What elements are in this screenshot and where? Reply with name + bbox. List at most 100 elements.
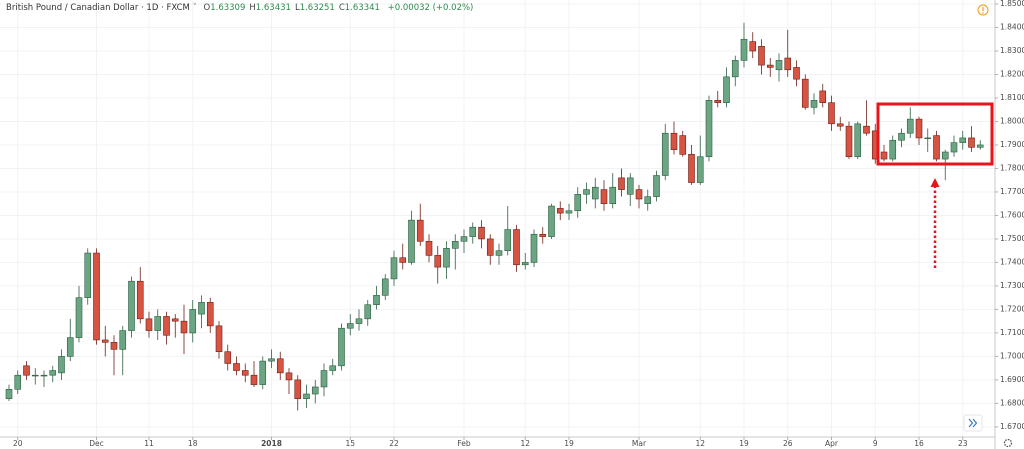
candle-body <box>381 278 389 296</box>
y-tick-label: 1.78000 <box>1000 163 1024 172</box>
grid <box>0 0 995 437</box>
y-tick-label: 1.79000 <box>1000 140 1024 149</box>
x-tick-label: 9 <box>873 439 878 448</box>
x-tick-label: 16 <box>914 439 924 448</box>
candle-body <box>600 189 608 204</box>
candle-body <box>443 248 450 268</box>
readout-value: 1.63341 <box>344 3 380 13</box>
info-icon[interactable] <box>977 4 989 16</box>
x-tick-label: 19 <box>564 439 574 448</box>
candle-body <box>801 78 809 108</box>
x-tick-label: Dec <box>89 439 104 448</box>
candle-body <box>679 135 687 155</box>
x-tick-label: 12 <box>695 439 705 448</box>
candle-body <box>14 374 22 390</box>
candle-body <box>259 360 267 385</box>
candle-body <box>66 337 74 357</box>
candle-body <box>653 175 660 197</box>
candle-body <box>941 151 949 160</box>
candle-body <box>591 186 599 200</box>
x-tick-label: 2018 <box>261 439 282 448</box>
candle-body <box>495 250 503 256</box>
candle-body <box>644 196 652 204</box>
y-tick-label: 1.70000 <box>1000 351 1024 360</box>
candle-body <box>950 142 958 153</box>
readout-label: O <box>203 3 211 13</box>
y-tick-label: 1.74000 <box>1000 257 1024 266</box>
candle-body <box>924 137 932 140</box>
candles <box>5 22 984 411</box>
candle-body <box>758 45 765 66</box>
x-tick-label: Feb <box>457 439 471 448</box>
candle-body <box>110 342 118 350</box>
candle-body <box>469 226 477 237</box>
candle-body <box>828 102 835 125</box>
y-tick-label: 1.82000 <box>1000 69 1024 78</box>
settings-icon[interactable] <box>1003 438 1013 448</box>
candle-body <box>311 386 319 395</box>
candle-body <box>285 372 293 381</box>
candle-body <box>740 38 748 61</box>
x-tick-label: Apr <box>825 439 839 448</box>
readout-value: 1.63309 <box>210 3 246 13</box>
y-tick-label: 1.77000 <box>1000 187 1024 196</box>
highlight-box <box>876 102 994 166</box>
candle-body <box>548 205 555 237</box>
candle-body <box>915 118 923 139</box>
y-tick-label: 1.80000 <box>1000 116 1024 125</box>
y-tick-label: 1.69000 <box>1000 375 1024 384</box>
candle-body <box>565 210 573 214</box>
candle-body <box>530 233 538 263</box>
candle-body <box>775 60 783 71</box>
candle-body <box>233 363 240 371</box>
candle-body <box>346 323 354 329</box>
x-tick-label: 12 <box>520 439 530 448</box>
candle-body <box>276 358 284 374</box>
candle-body <box>714 100 722 103</box>
candle-body <box>154 316 162 331</box>
scroll-icon <box>968 418 978 428</box>
candle-body <box>521 262 529 266</box>
legend-header: British Pound / Canadian Dollar · 1D · F… <box>6 3 473 13</box>
candle-body <box>294 379 302 400</box>
candle-body <box>145 318 153 331</box>
candle-body <box>819 90 827 103</box>
candle-body <box>583 189 590 195</box>
candle-body <box>959 137 967 143</box>
candle-body <box>416 219 424 242</box>
candle-body <box>556 208 564 214</box>
candle-body <box>460 236 468 242</box>
candle-body <box>163 316 170 336</box>
candle-body <box>268 358 275 362</box>
x-tick-label: 20 <box>13 439 23 448</box>
y-tick-label: 1.73000 <box>1000 281 1024 290</box>
candle-body <box>705 100 713 158</box>
candle-body <box>880 151 888 160</box>
candle-body <box>40 374 48 377</box>
readout-value: 1.63431 <box>255 3 291 13</box>
y-tick-label: 1.84000 <box>1000 22 1024 31</box>
candle-body <box>49 370 57 376</box>
candle-body <box>574 194 582 212</box>
readout-label: H <box>249 3 256 13</box>
y-tick-label: 1.81000 <box>1000 93 1024 102</box>
candle-body <box>451 240 459 249</box>
y-tick-label: 1.76000 <box>1000 210 1024 219</box>
candle-body <box>425 240 433 256</box>
dropdown-caret[interactable]: ˅ <box>192 3 197 13</box>
candle-body <box>31 374 39 377</box>
y-tick-label: 1.68000 <box>1000 398 1024 407</box>
candle-body <box>75 297 83 338</box>
candle-body <box>101 339 109 343</box>
candle-body <box>793 67 800 80</box>
y-tick-label: 1.85000 <box>1000 0 1024 8</box>
y-tick-label: 1.71000 <box>1000 328 1024 337</box>
candle-body <box>845 125 853 158</box>
candle-body <box>618 177 625 190</box>
candle-body <box>408 219 415 263</box>
candle-body <box>836 123 844 127</box>
candle-body <box>863 125 870 134</box>
ohlc-readout: O1.63309 H1.63431 L1.63251 C1.63341 <box>200 3 380 13</box>
candle-body <box>171 318 179 322</box>
